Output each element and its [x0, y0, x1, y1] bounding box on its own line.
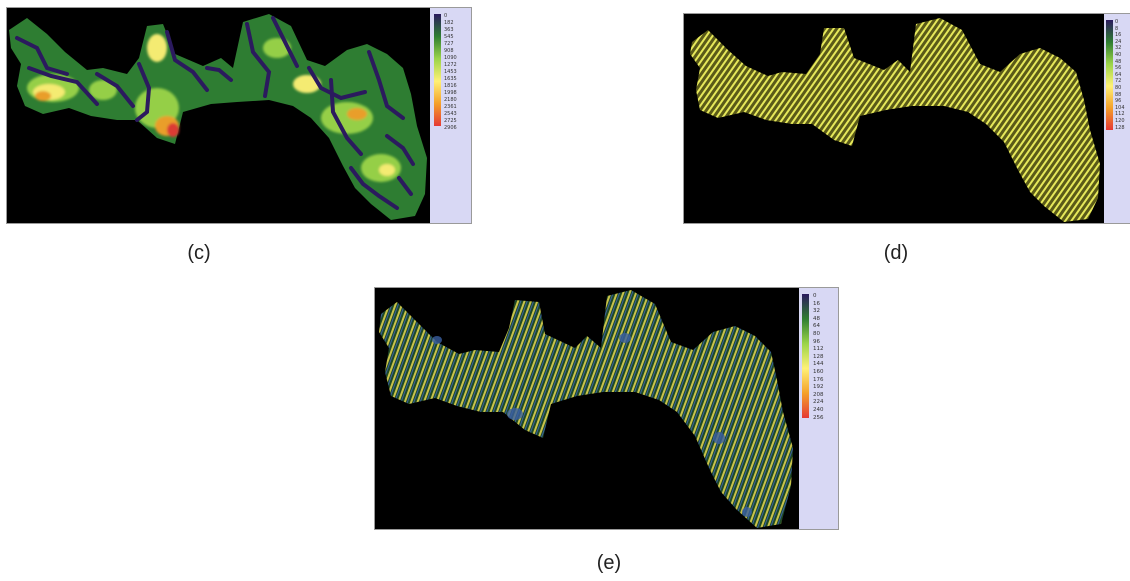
map-panel-c: 0 182 363 545 727 908 1090 1272 1453 1635 1816 1998… [6, 7, 472, 224]
legend-tick-label: 2906 [444, 125, 457, 131]
map-panel-e: 0 16 32 48 64 80 96 112 128 144 160 176 192 208 224 240… [374, 287, 839, 530]
legend-tick-label: 545 [444, 34, 454, 40]
legend-tick-label: 80 [1115, 84, 1122, 91]
legend-tick-label: 144 [813, 361, 824, 368]
legend-tick-label: 160 [813, 368, 824, 375]
legend-tick-label: 16 [1115, 32, 1122, 39]
legend-tick-label: 56 [1115, 65, 1122, 72]
legend-tick-label: 112 [1115, 111, 1125, 118]
legend-ticks: 0 8 16 24 32 40 48 56 64 72 80 88 96 104 112 120 128 [1115, 20, 1125, 132]
legend-tick-label: 176 [813, 376, 824, 383]
legend-tick-label: 1453 [444, 69, 457, 75]
legend-tick-label: 2361 [444, 104, 457, 110]
legend-tick-label: 1635 [444, 76, 457, 82]
legend-tick-label: 64 [1115, 71, 1122, 78]
legend-tick-label: 2180 [444, 97, 457, 103]
legend-tick-label: 32 [813, 308, 820, 315]
map-panel-d: 0 8 16 24 32 40 48 56 64 72 80 88 96 104 112 120 128 [683, 13, 1130, 224]
legend-tick-label: 908 [444, 48, 454, 54]
legend-tick-label: 1090 [444, 55, 457, 61]
legend-tick-label: 24 [1115, 38, 1122, 45]
legend-tick-label: 8 [1115, 25, 1119, 32]
legend-tick-label: 224 [813, 399, 824, 406]
distance-raster-map [9, 14, 427, 220]
legend-tick-label: 0 [1115, 19, 1119, 25]
legend-tick-label: 72 [1115, 78, 1122, 85]
legend-tick-label: 240 [813, 406, 824, 413]
legend-tick-label: 16 [813, 300, 820, 307]
legend-d: 0 8 16 24 32 40 48 56 64 72 80 88 96 104 112 120 128 [1104, 14, 1130, 223]
legend-tick-label: 128 [1115, 124, 1125, 131]
legend-tick-label: 192 [813, 384, 824, 391]
legend-tick-label: 128 [813, 353, 824, 360]
legend-tick-label: 112 [813, 346, 824, 353]
legend-tick-label: 80 [813, 330, 820, 337]
legend-tick-label: 727 [444, 41, 454, 47]
legend-tick-label: 32 [1115, 45, 1122, 52]
legend-tick-label: 48 [813, 315, 820, 322]
legend-c: 0 182 363 545 727 908 1090 1272 1453 1635 1816 1998… [430, 8, 471, 223]
legend-tick-label: 0 [813, 293, 817, 299]
legend-tick-label: 182 [444, 20, 454, 26]
legend-tick-label: 104 [1115, 104, 1125, 111]
legend-ticks: 0 16 32 48 64 80 96 112 128 144 160 176 192 208 224 240… [813, 293, 824, 423]
legend-tick-label: 256 [813, 414, 824, 421]
legend-tick-label: 120 [1115, 117, 1125, 124]
caption-c: (c) [187, 242, 211, 264]
legend-tick-label: 96 [1115, 98, 1122, 105]
legend-color-bar [802, 294, 809, 418]
legend-tick-label: 64 [813, 323, 820, 330]
legend-tick-label: 0 [444, 13, 448, 19]
legend-tick-label: 1998 [444, 90, 457, 96]
legend-tick-label: 208 [813, 391, 824, 398]
slope-raster-map [690, 18, 1100, 222]
legend-tick-label: 40 [1115, 51, 1122, 58]
legend-tick-label: 1272 [444, 62, 457, 68]
legend-tick-label: 1816 [444, 83, 457, 89]
aspect-raster-map [379, 290, 793, 528]
legend-tick-label: 48 [1115, 58, 1122, 65]
caption-d: (d) [883, 242, 909, 264]
legend-tick-label: 2725 [444, 118, 457, 124]
legend-color-bar [434, 14, 441, 126]
legend-tick-label: 363 [444, 27, 454, 33]
legend-tick-label: 88 [1115, 91, 1122, 98]
legend-tick-label: 2543 [444, 111, 457, 117]
caption-e: (e) [596, 552, 622, 574]
legend-color-bar [1106, 20, 1113, 130]
legend-ticks: 0 182 363 545 727 908 1090 1272 1453 1635 1816 1998… [444, 14, 457, 133]
legend-tick-label: 96 [813, 338, 820, 345]
legend-e: 0 16 32 48 64 80 96 112 128 144 160 176 192 208 224 240… [799, 288, 838, 529]
